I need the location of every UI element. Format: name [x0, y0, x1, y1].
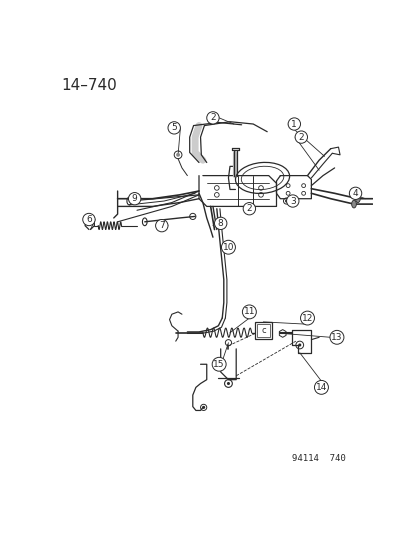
Text: 11: 11: [243, 308, 254, 317]
Text: 2: 2: [298, 133, 304, 142]
Circle shape: [286, 195, 298, 207]
Circle shape: [297, 343, 301, 346]
Text: 2: 2: [210, 114, 215, 123]
Circle shape: [168, 122, 180, 134]
Ellipse shape: [355, 195, 359, 203]
Text: 2: 2: [246, 204, 252, 213]
Circle shape: [329, 330, 343, 344]
Circle shape: [176, 153, 180, 157]
Circle shape: [128, 192, 140, 205]
Text: 14: 14: [315, 383, 326, 392]
Text: 14–740: 14–740: [61, 78, 116, 93]
Text: 6: 6: [86, 215, 92, 224]
Text: 3: 3: [289, 197, 295, 206]
Circle shape: [83, 213, 95, 225]
Bar: [256, 324, 269, 336]
Circle shape: [242, 305, 256, 319]
Ellipse shape: [351, 200, 356, 208]
Circle shape: [212, 357, 225, 371]
Text: 13: 13: [330, 333, 342, 342]
Bar: [254, 322, 271, 339]
Text: 9: 9: [131, 194, 137, 203]
Text: 4: 4: [352, 189, 358, 198]
Circle shape: [221, 240, 235, 254]
Circle shape: [214, 217, 226, 230]
Circle shape: [155, 220, 168, 232]
Circle shape: [226, 382, 230, 385]
Circle shape: [349, 187, 361, 199]
Text: 1: 1: [291, 119, 297, 128]
Circle shape: [206, 112, 218, 124]
Text: c: c: [260, 326, 265, 335]
Circle shape: [202, 406, 205, 409]
Text: 8: 8: [217, 219, 223, 228]
Text: 7: 7: [159, 221, 164, 230]
Text: 15: 15: [213, 360, 224, 369]
Circle shape: [242, 203, 255, 215]
Circle shape: [284, 199, 287, 203]
Circle shape: [300, 311, 314, 325]
Text: 10: 10: [222, 243, 234, 252]
Circle shape: [314, 381, 328, 394]
Text: 5: 5: [171, 123, 177, 132]
Circle shape: [294, 131, 307, 143]
Circle shape: [287, 118, 300, 130]
Text: 12: 12: [301, 313, 312, 322]
Text: 94114  740: 94114 740: [291, 454, 345, 463]
